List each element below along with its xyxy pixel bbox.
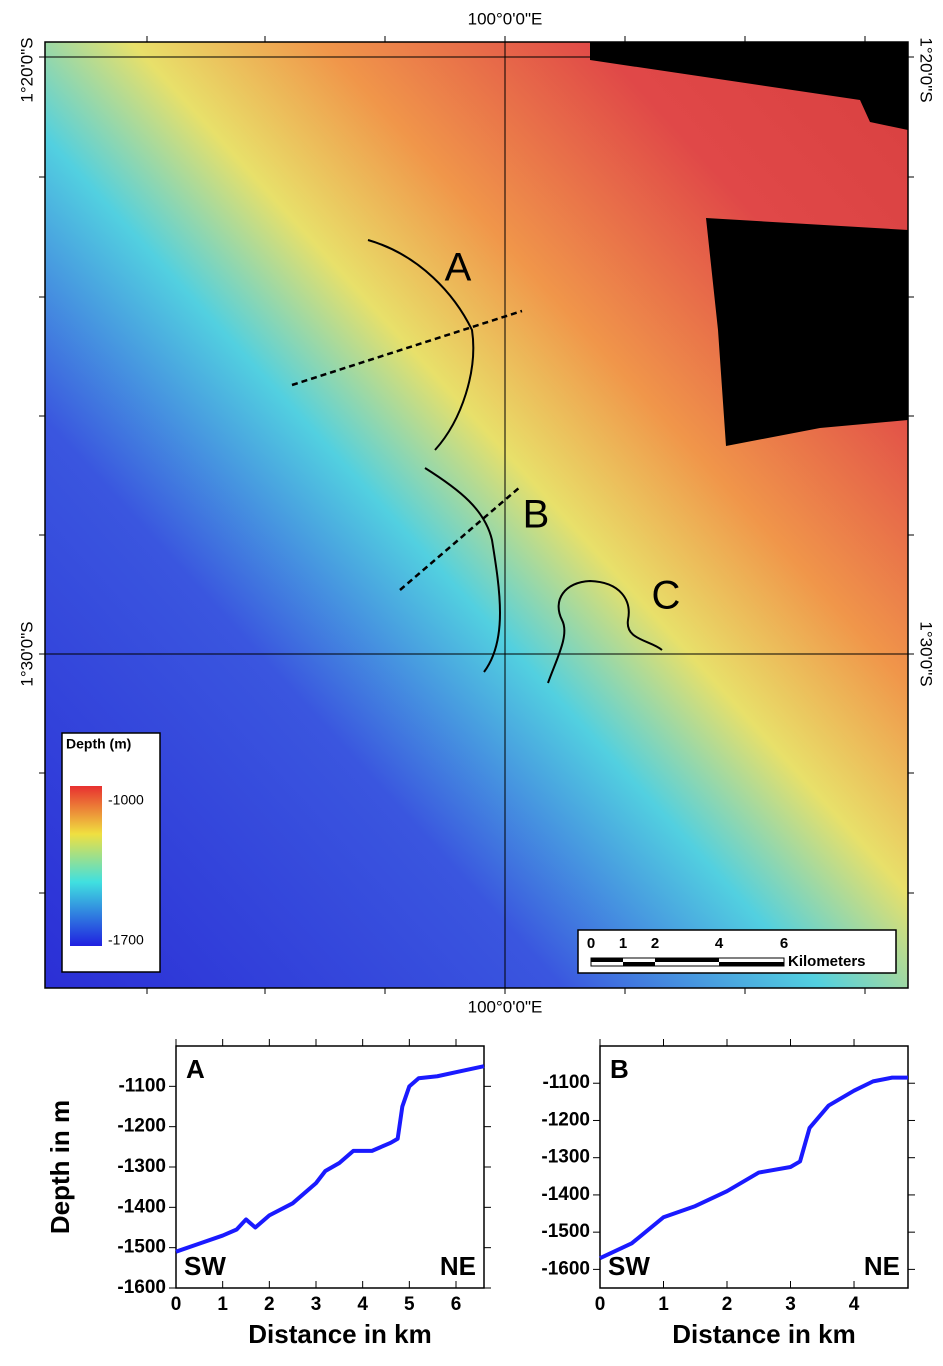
- scale-seg: [591, 958, 623, 962]
- coord-label: 1°30'0"S: [917, 621, 936, 686]
- y-tick-label: -1300: [117, 1156, 166, 1177]
- y-tick-label: -1600: [117, 1277, 166, 1298]
- x-tick-label: 1: [658, 1294, 669, 1315]
- x-tick-label: 3: [785, 1294, 796, 1315]
- y-tick-label: -1200: [541, 1109, 590, 1130]
- x-tick-label: 2: [264, 1294, 275, 1315]
- y-axis-label: Depth in m: [45, 1100, 75, 1234]
- x-tick-label: 0: [171, 1294, 182, 1315]
- scale-label: 4: [715, 935, 724, 952]
- y-tick-label: -1500: [541, 1221, 590, 1242]
- x-tick-label: 1: [217, 1294, 228, 1315]
- y-tick-label: -1500: [117, 1237, 166, 1258]
- x-tick-label: 0: [595, 1294, 606, 1315]
- x-tick-label: 2: [722, 1294, 733, 1315]
- x-tick-label: 6: [451, 1294, 462, 1315]
- panel-label: A: [186, 1054, 205, 1084]
- scale-label: 6: [780, 935, 788, 952]
- coord-label: 1°20'0"S: [917, 37, 936, 102]
- figure: A B C 100°0'0"E 100°0'0"E 1°20'0"S 1°30'…: [0, 0, 943, 1366]
- y-tick-label: -1400: [117, 1196, 166, 1217]
- direction-label: NE: [864, 1251, 900, 1281]
- y-tick-label: -1300: [541, 1147, 590, 1168]
- scale-label: 0: [587, 935, 595, 952]
- bathymetry: [45, 42, 908, 988]
- x-tick-label: 5: [404, 1294, 415, 1315]
- legend-label: -1700: [108, 932, 144, 948]
- feature-label: C: [652, 574, 681, 618]
- coord-label: 100°0'0"E: [468, 997, 543, 1016]
- y-tick-label: -1100: [542, 1072, 590, 1093]
- feature-label: A: [445, 246, 472, 290]
- legend-label: -1000: [108, 792, 144, 808]
- coord-label: 100°0'0"E: [468, 9, 543, 28]
- x-axis-label: Distance in km: [672, 1319, 856, 1349]
- legend: Depth (m) -1000 -1700: [62, 733, 160, 972]
- coord-label: 1°30'0"S: [17, 621, 36, 686]
- scale-bar: 0 1 2 4 6 Kilometers: [578, 930, 896, 973]
- y-tick-label: -1100: [118, 1075, 166, 1096]
- scale-seg: [623, 962, 655, 966]
- y-tick-label: -1200: [117, 1116, 166, 1137]
- y-tick-label: -1600: [541, 1258, 590, 1279]
- x-tick-label: 4: [357, 1294, 368, 1315]
- coord-label: 1°20'0"S: [17, 37, 36, 102]
- scale-unit: Kilometers: [788, 953, 866, 970]
- direction-label: SW: [608, 1251, 650, 1281]
- direction-label: SW: [184, 1251, 226, 1281]
- direction-label: NE: [440, 1251, 476, 1281]
- map: A B C 100°0'0"E 100°0'0"E 1°20'0"S 1°30'…: [17, 9, 935, 1016]
- y-tick-label: -1400: [541, 1184, 590, 1205]
- x-axis-label: Distance in km: [248, 1319, 432, 1349]
- x-tick-label: 3: [311, 1294, 322, 1315]
- x-tick-label: 4: [849, 1294, 860, 1315]
- scale-seg: [655, 958, 719, 962]
- legend-title: Depth (m): [66, 736, 131, 752]
- scale-seg: [719, 962, 784, 966]
- profiles: 0 1 2 3 4 5 6 -1600 -1500 -1400 -1300 -1200 -1100 A SW…: [45, 1039, 915, 1349]
- color-bar: [70, 786, 102, 946]
- panel-label: B: [610, 1054, 629, 1084]
- feature-label: B: [523, 493, 550, 537]
- scale-label: 2: [651, 935, 659, 952]
- no-data: [706, 218, 908, 446]
- scale-label: 1: [619, 935, 627, 952]
